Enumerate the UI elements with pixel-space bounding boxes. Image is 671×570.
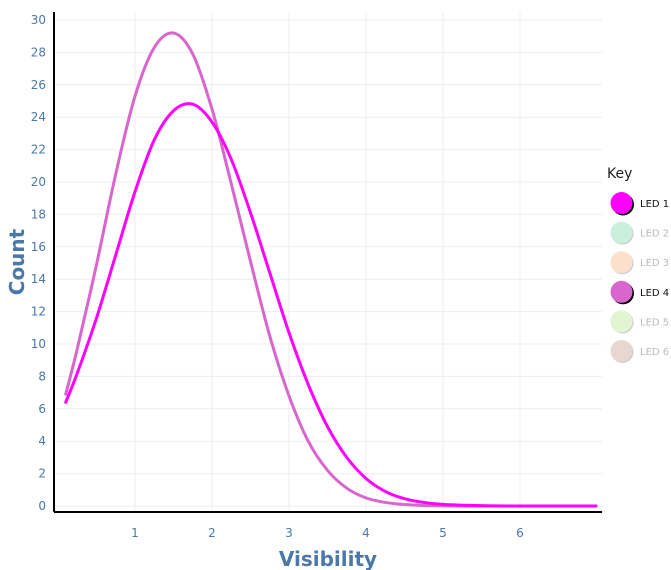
legend-swatch [610, 192, 633, 214]
axes [53, 12, 602, 513]
y-tick-label: 20 [31, 175, 46, 189]
x-tick-labels: 1 2 3 4 5 6 [131, 526, 524, 540]
legend-swatch [610, 251, 633, 274]
legend-item-led-6[interactable]: LED 6 [610, 340, 670, 363]
y-tick-label: 24 [31, 110, 46, 124]
x-tick-label: 3 [285, 526, 293, 540]
grid [54, 12, 602, 512]
legend-item-led-4[interactable]: LED 4 [610, 280, 670, 305]
legend-label: LED 4 [640, 288, 669, 299]
legend-label: LED 2 [640, 229, 669, 240]
y-tick-label: 6 [38, 402, 46, 416]
legend: Key LED 1 LED 2 LED 3 LED 4 LED 5 LED 6 [607, 166, 669, 363]
y-tick-label: 4 [38, 434, 46, 448]
x-tick-label: 4 [362, 526, 370, 540]
legend-swatch [610, 310, 633, 333]
y-tick-label: 28 [31, 45, 46, 59]
y-tick-label: 16 [31, 240, 46, 254]
legend-title: Key [607, 166, 632, 182]
y-tick-label: 22 [31, 143, 46, 157]
x-tick-label: 1 [131, 526, 139, 540]
x-tick-label: 5 [439, 526, 447, 540]
y-tick-label: 12 [31, 305, 46, 319]
legend-swatch [610, 280, 633, 303]
x-tick-label: 2 [208, 526, 216, 540]
y-tick-label: 10 [31, 337, 46, 351]
y-tick-label: 0 [38, 499, 46, 513]
legend-item-led-2[interactable]: LED 2 [610, 221, 670, 245]
legend-item-led-3[interactable]: LED 3 [610, 251, 670, 275]
y-tick-label: 2 [38, 467, 46, 481]
legend-item-led-1[interactable]: LED 1 [610, 192, 670, 216]
legend-label: LED 3 [640, 258, 669, 269]
y-tick-label: 18 [31, 207, 46, 221]
x-tick-label: 6 [516, 526, 524, 540]
legend-label: LED 1 [640, 199, 669, 210]
legend-swatch [610, 221, 633, 244]
series-lines [64, 31, 598, 508]
y-tick-label: 14 [31, 272, 46, 286]
series-line-led-1 [64, 102, 598, 508]
legend-label: LED 5 [640, 317, 669, 328]
legend-swatch [610, 340, 633, 362]
legend-label: LED 6 [640, 347, 669, 358]
y-tick-label: 26 [31, 78, 46, 92]
legend-item-led-5[interactable]: LED 5 [610, 310, 670, 334]
y-tick-label: 8 [38, 369, 46, 383]
series-line-led-4 [64, 31, 598, 508]
x-axis-title: Visibility [279, 547, 377, 570]
y-axis-title: Count [5, 228, 29, 295]
y-tick-label: 30 [31, 13, 46, 27]
